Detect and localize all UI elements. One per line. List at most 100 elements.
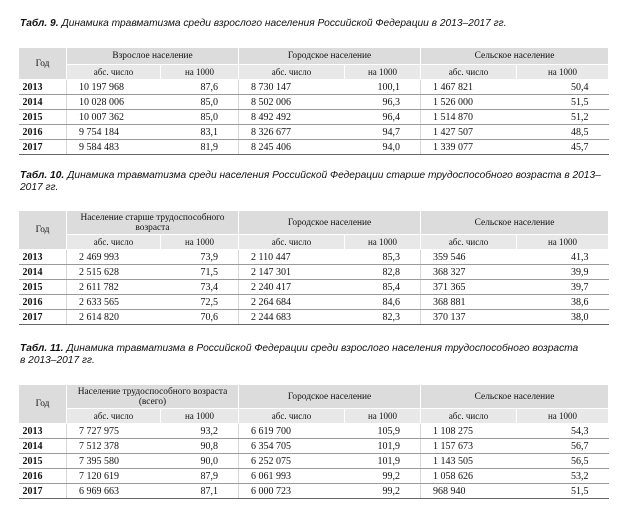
per-1000-cell: 51,5 xyxy=(516,94,609,110)
table-row: 2015 7 395 580 90,0 6 252 075 101,9 1 143 505… xyxy=(18,453,609,469)
per-1000-cell: 101,9 xyxy=(344,438,421,454)
absolute-count-cell: 6 619 700 xyxy=(238,423,345,439)
absolute-count-cell: 8 492 492 xyxy=(238,109,345,125)
subheader-abs: абс. число xyxy=(66,234,161,250)
year-cell: 2015 xyxy=(18,453,67,469)
group-header-working-age: Население трудоспособного возраста (всег… xyxy=(66,384,239,409)
absolute-count-cell: 6 000 723 xyxy=(238,483,345,499)
per-1000-cell: 48,5 xyxy=(516,124,609,140)
year-cell: 2014 xyxy=(18,264,67,280)
table-10-label: Табл. 10. xyxy=(20,170,65,181)
subheader-per-1000: на 1000 xyxy=(343,64,422,80)
table-row: 2016 7 120 619 87,9 6 061 993 99,2 1 058 626 5… xyxy=(18,468,609,484)
per-1000-cell: 87,1 xyxy=(160,483,239,499)
per-1000-cell: 56,5 xyxy=(516,453,609,469)
subheader-per-1000: на 1000 xyxy=(160,408,239,424)
per-1000-cell: 101,9 xyxy=(344,453,421,469)
table-11-title-line2: в 2013–2017 гг. xyxy=(20,355,95,366)
absolute-count-cell: 8 326 677 xyxy=(238,124,345,140)
year-cell: 2016 xyxy=(18,294,67,310)
absolute-count-cell: 8 245 406 xyxy=(238,139,345,155)
per-1000-cell: 84,6 xyxy=(344,294,421,310)
per-1000-cell: 82,8 xyxy=(344,264,421,280)
absolute-count-cell: 7 727 975 xyxy=(66,423,161,439)
year-cell: 2013 xyxy=(18,423,67,439)
per-1000-cell: 51,2 xyxy=(516,109,609,125)
group-header-older-population: Население старше трудоспособного возраст… xyxy=(66,210,239,235)
absolute-count-cell: 2 469 993 xyxy=(66,249,161,265)
absolute-count-cell: 10 007 362 xyxy=(66,109,161,125)
subheader-abs: абс. число xyxy=(238,234,345,250)
subheader-per-1000: на 1000 xyxy=(516,64,610,80)
subheader-per-1000: на 1000 xyxy=(343,234,422,250)
per-1000-cell: 83,1 xyxy=(160,124,239,140)
subheader-per-1000: на 1000 xyxy=(516,234,610,250)
per-1000-cell: 39,7 xyxy=(516,279,609,295)
absolute-count-cell: 9 754 184 xyxy=(66,124,161,140)
per-1000-cell: 53,2 xyxy=(516,468,609,484)
group-header-urban: Городское население xyxy=(237,384,422,409)
group-header-urban: Городское население xyxy=(237,210,422,235)
table-row: 2017 6 969 663 87,1 6 000 723 99,2 968 940 51,… xyxy=(18,483,609,499)
absolute-count-cell: 2 147 301 xyxy=(238,264,345,280)
per-1000-cell: 105,9 xyxy=(344,423,421,439)
group-header-rural: Сельское население xyxy=(420,47,610,65)
absolute-count-cell: 368 881 xyxy=(420,294,517,310)
absolute-count-cell: 1 143 505 xyxy=(420,453,517,469)
absolute-count-cell: 1 108 275 xyxy=(420,423,517,439)
table-row: 2017 2 614 820 70,6 2 244 683 82,3 370 137 38,… xyxy=(18,309,609,325)
per-1000-cell: 93,2 xyxy=(160,423,239,439)
absolute-count-cell: 6 969 663 xyxy=(66,483,161,499)
table-9-title: Динамика травматизма среди взрослого нас… xyxy=(61,18,507,29)
year-cell: 2013 xyxy=(18,79,67,95)
absolute-count-cell: 2 244 683 xyxy=(238,309,345,325)
year-column-header: Год xyxy=(18,47,67,80)
absolute-count-cell: 7 120 619 xyxy=(66,468,161,484)
table-10-title-line1: Динамика травматизма среди населения Рос… xyxy=(67,170,601,181)
table-11-title-line1: Динамика травматизма в Российской Федера… xyxy=(66,343,579,354)
year-cell: 2017 xyxy=(18,483,67,499)
absolute-count-cell: 368 327 xyxy=(420,264,517,280)
per-1000-cell: 94,7 xyxy=(344,124,421,140)
per-1000-cell: 96,3 xyxy=(344,94,421,110)
absolute-count-cell: 7 395 580 xyxy=(66,453,161,469)
subheader-abs: абс. число xyxy=(66,408,161,424)
table-9-label: Табл. 9. xyxy=(20,18,59,29)
absolute-count-cell: 2 614 820 xyxy=(66,309,161,325)
table-row: 2016 2 633 565 72,5 2 264 684 84,6 368 881 38,… xyxy=(18,294,609,310)
group-header-rural: Сельское население xyxy=(420,384,610,409)
table-10-title-line2: 2017 гг. xyxy=(20,182,59,193)
per-1000-cell: 70,6 xyxy=(160,309,239,325)
absolute-count-cell: 2 110 447 xyxy=(238,249,345,265)
per-1000-cell: 90,8 xyxy=(160,438,239,454)
year-cell: 2014 xyxy=(18,438,67,454)
per-1000-cell: 85,0 xyxy=(160,109,239,125)
table-11: Год Население трудоспособного возраста (… xyxy=(18,384,610,499)
per-1000-cell: 87,9 xyxy=(160,468,239,484)
absolute-count-cell: 10 028 006 xyxy=(66,94,161,110)
subheader-abs: абс. число xyxy=(66,64,161,80)
per-1000-cell: 94,0 xyxy=(344,139,421,155)
absolute-count-cell: 10 197 968 xyxy=(66,79,161,95)
per-1000-cell: 99,2 xyxy=(344,483,421,499)
per-1000-cell: 51,5 xyxy=(516,483,609,499)
table-9-caption: Табл. 9. Динамика травматизма среди взрос… xyxy=(20,18,610,30)
absolute-count-cell: 6 252 075 xyxy=(238,453,345,469)
absolute-count-cell: 968 940 xyxy=(420,483,517,499)
table-row: 2014 10 028 006 85,0 8 502 006 96,3 1 526 000… xyxy=(18,94,609,110)
absolute-count-cell: 370 137 xyxy=(420,309,517,325)
per-1000-cell: 56,7 xyxy=(516,438,609,454)
absolute-count-cell: 6 061 993 xyxy=(238,468,345,484)
per-1000-cell: 87,6 xyxy=(160,79,239,95)
subheader-abs: абс. число xyxy=(238,64,345,80)
table-10: Год Население старше трудоспособного воз… xyxy=(18,210,610,325)
per-1000-cell: 73,9 xyxy=(160,249,239,265)
absolute-count-cell: 1 157 673 xyxy=(420,438,517,454)
absolute-count-cell: 8 730 147 xyxy=(238,79,345,95)
group-header-adult: Взрослое население xyxy=(66,47,239,65)
table-9: Год Взрослое население Городское населен… xyxy=(18,47,610,155)
year-cell: 2017 xyxy=(18,139,67,155)
per-1000-cell: 99,2 xyxy=(344,468,421,484)
per-1000-cell: 90,0 xyxy=(160,453,239,469)
table-row: 2013 2 469 993 73,9 2 110 447 85,3 359 546 41,… xyxy=(18,249,609,265)
